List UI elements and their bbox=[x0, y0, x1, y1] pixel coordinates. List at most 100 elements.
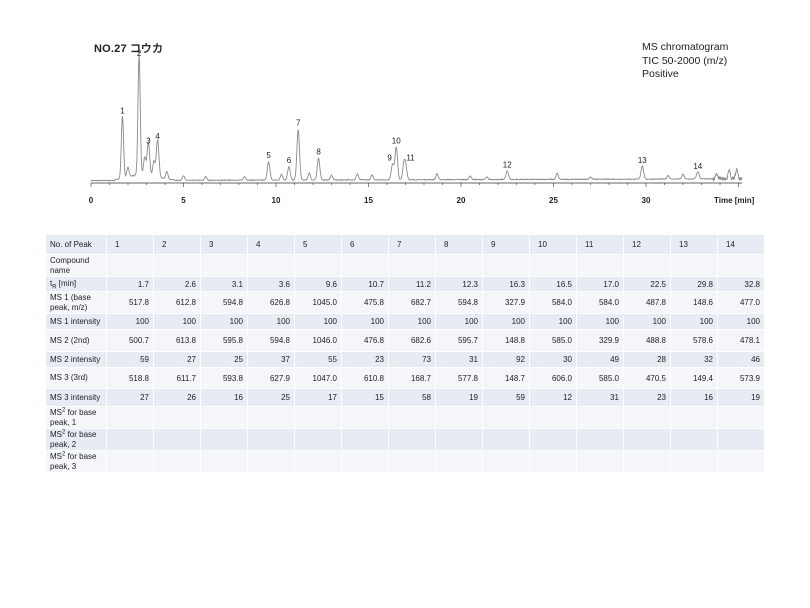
tic-trace-group bbox=[90, 54, 743, 183]
table-value-cell: 27 bbox=[153, 351, 201, 368]
ms-chromatogram: 0 5 10 15 20 25 30 Time [min] 12345678910111213… bbox=[89, 49, 755, 205]
table-value-cell: 682.6 bbox=[388, 329, 436, 352]
tic-trace-line bbox=[90, 54, 743, 183]
table-value-cell bbox=[670, 428, 718, 451]
table-value-cell bbox=[529, 428, 577, 451]
peak-number-cell: 12 bbox=[623, 234, 671, 255]
table-value-cell bbox=[482, 450, 530, 473]
peak-number-cell: 9 bbox=[482, 234, 530, 255]
table-value-cell: 626.8 bbox=[247, 291, 295, 314]
peak-number-cell: 8 bbox=[435, 234, 483, 255]
table-value-cell bbox=[294, 450, 342, 473]
table-row: tR [min] 1.7 2.6 3.1 3.6 9.6 10.7 11.2 12.3 16.3 1… bbox=[45, 276, 765, 292]
info-line-range: TIC 50-2000 (m/z) bbox=[642, 54, 728, 67]
table-value-cell: 606.0 bbox=[529, 367, 577, 389]
table-value-cell bbox=[435, 450, 483, 473]
peak-label: 10 bbox=[392, 137, 401, 146]
x-tick-label: 20 bbox=[457, 196, 466, 205]
x-tick-label: 30 bbox=[642, 196, 651, 205]
table-value-cell: 10.7 bbox=[341, 276, 389, 292]
table-value-cell bbox=[670, 450, 718, 473]
table-value-cell: 16.3 bbox=[482, 276, 530, 292]
table-value-cell: 1046.0 bbox=[294, 329, 342, 352]
table-value-cell bbox=[200, 254, 248, 277]
table-value-cell: 327.9 bbox=[482, 291, 530, 314]
table-value-cell: 100 bbox=[294, 313, 342, 330]
table-value-cell bbox=[200, 450, 248, 473]
table-value-cell: 28 bbox=[623, 351, 671, 368]
table-value-cell bbox=[482, 254, 530, 277]
table-value-cell: 59 bbox=[482, 388, 530, 407]
table-value-cell: 15 bbox=[341, 388, 389, 407]
table-value-cell bbox=[482, 406, 530, 429]
table-value-cell: 23 bbox=[341, 351, 389, 368]
row-label-cell: MS 3 intensity bbox=[45, 388, 107, 407]
table-value-cell bbox=[717, 450, 765, 473]
table-value-cell: 31 bbox=[435, 351, 483, 368]
table-value-cell: 488.8 bbox=[623, 329, 671, 352]
table-value-cell bbox=[576, 428, 624, 451]
table-value-cell: 476.8 bbox=[341, 329, 389, 352]
table-value-cell bbox=[106, 254, 154, 277]
table-value-cell: 627.9 bbox=[247, 367, 295, 389]
peak-label: 4 bbox=[155, 132, 160, 141]
table-value-cell bbox=[482, 428, 530, 451]
table-value-cell bbox=[106, 406, 154, 429]
x-tick-label: 15 bbox=[364, 196, 373, 205]
table-value-cell: 573.9 bbox=[717, 367, 765, 389]
table-value-cell: 578.6 bbox=[670, 329, 718, 352]
table-value-cell bbox=[106, 428, 154, 451]
table-row: MS 2 (2nd) 500.7 613.8 595.8 594.8 1046.0 476.… bbox=[45, 329, 765, 352]
table-value-cell: 25 bbox=[247, 388, 295, 407]
peak-number-cell: 10 bbox=[529, 234, 577, 255]
table-value-cell: 584.0 bbox=[576, 291, 624, 314]
table-value-cell bbox=[435, 406, 483, 429]
table-value-cell: 22.5 bbox=[623, 276, 671, 292]
peak-label: 11 bbox=[406, 153, 415, 162]
table-value-cell bbox=[623, 450, 671, 473]
sample-title: NO.27 コウカ bbox=[94, 43, 164, 55]
peak-number-cell: 5 bbox=[294, 234, 342, 255]
peak-number-cell: 3 bbox=[200, 234, 248, 255]
peak-label: 7 bbox=[296, 119, 301, 128]
table-value-cell: 100 bbox=[670, 313, 718, 330]
table-value-cell bbox=[670, 406, 718, 429]
table-value-cell: 148.6 bbox=[670, 291, 718, 314]
table-value-cell bbox=[153, 428, 201, 451]
table-value-cell: 149.4 bbox=[670, 367, 718, 389]
table-value-cell: 594.8 bbox=[247, 329, 295, 352]
table-value-cell: 148.7 bbox=[482, 367, 530, 389]
x-tick-label: 0 bbox=[89, 196, 94, 205]
table-row: MS2 for base peak, 3 bbox=[45, 450, 765, 473]
info-line-polarity: Positive bbox=[642, 68, 679, 80]
table-value-cell: 517.8 bbox=[106, 291, 154, 314]
table-value-cell bbox=[435, 254, 483, 277]
table-value-cell: 11.2 bbox=[388, 276, 436, 292]
table-value-cell: 92 bbox=[482, 351, 530, 368]
table-value-cell: 585.0 bbox=[576, 367, 624, 389]
table-row: MS2 for base peak, 2 bbox=[45, 428, 765, 451]
peak-number-cell: 11 bbox=[576, 234, 624, 255]
table-value-cell: 610.8 bbox=[341, 367, 389, 389]
peak-label: 8 bbox=[316, 147, 321, 156]
table-value-cell bbox=[388, 428, 436, 451]
table-value-cell: 148.8 bbox=[482, 329, 530, 352]
table-value-cell: 30 bbox=[529, 351, 577, 368]
table-value-cell: 23 bbox=[623, 388, 671, 407]
table-value-cell bbox=[388, 450, 436, 473]
table-value-cell bbox=[529, 450, 577, 473]
chromatogram-info: MS chromatogram TIC 50-2000 (m/z) Positi… bbox=[642, 41, 728, 82]
peak-label: 14 bbox=[693, 162, 702, 171]
table-value-cell: 478.1 bbox=[717, 329, 765, 352]
table-value-cell bbox=[670, 254, 718, 277]
table-value-cell bbox=[247, 254, 295, 277]
table-value-cell: 2.6 bbox=[153, 276, 201, 292]
table-value-cell bbox=[435, 428, 483, 451]
x-axis-label: Time [min] bbox=[714, 196, 755, 205]
table-value-cell: 470.5 bbox=[623, 367, 671, 389]
table-value-cell: 100 bbox=[341, 313, 389, 330]
table-value-cell: 584.0 bbox=[529, 291, 577, 314]
table-row: MS 3 intensity 27 26 16 25 17 15 58 19 59 12 31 23 16… bbox=[45, 388, 765, 407]
table-value-cell: 168.7 bbox=[388, 367, 436, 389]
table-value-cell bbox=[341, 428, 389, 451]
